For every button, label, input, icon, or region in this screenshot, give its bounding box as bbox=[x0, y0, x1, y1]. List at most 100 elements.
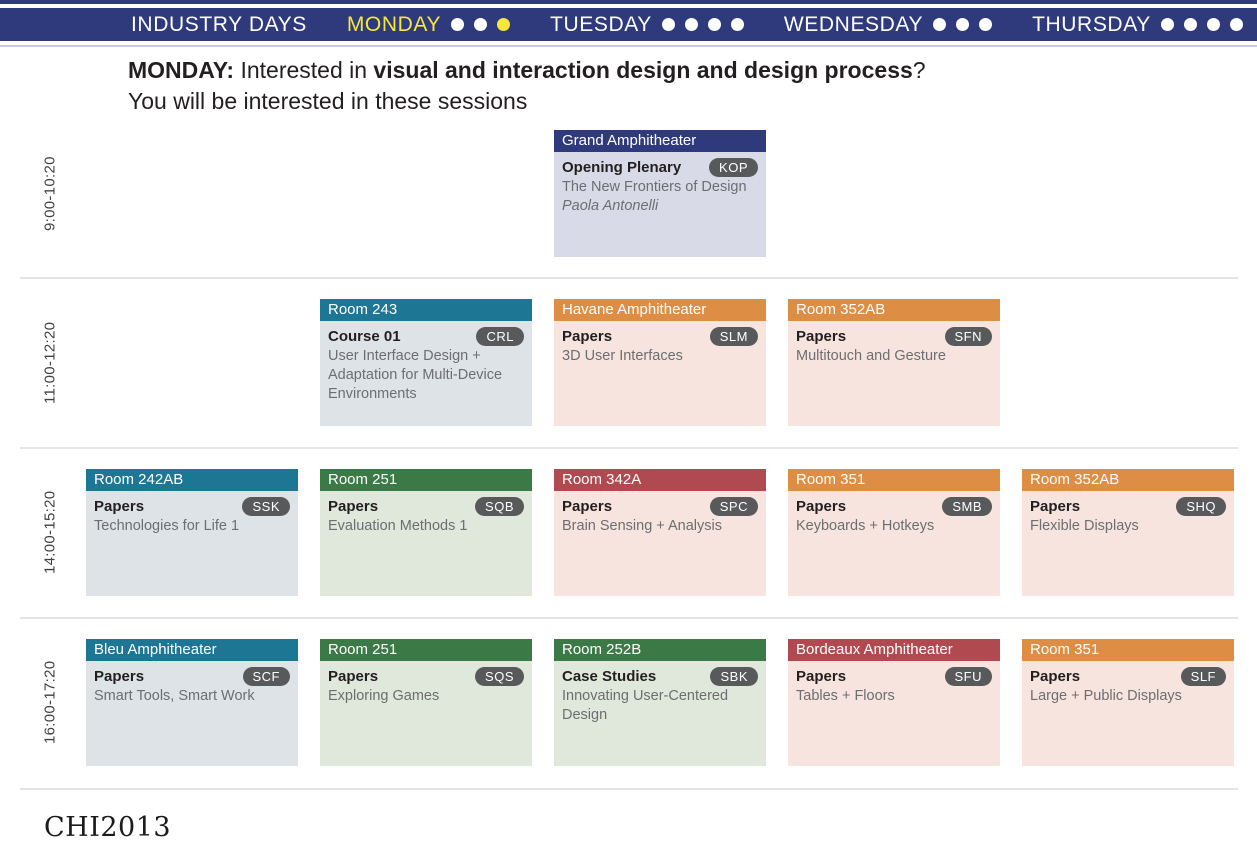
title-intro: Interested in bbox=[240, 57, 374, 83]
session-card-body: Papers SHQ Flexible Displays bbox=[1022, 491, 1234, 596]
title-day: MONDAY: bbox=[128, 57, 241, 83]
day-progress-dot bbox=[933, 18, 947, 31]
session-card-body: Papers SMB Keyboards + Hotkeys bbox=[788, 491, 1000, 596]
nav-item-label: THURSDAY bbox=[1032, 12, 1151, 36]
session-code-badge: SQB bbox=[475, 497, 524, 516]
session-title: Multitouch and Gesture bbox=[796, 348, 946, 364]
day-progress-dot bbox=[1160, 18, 1174, 31]
session-room: Grand Amphitheater bbox=[554, 130, 766, 152]
session-card-body: Opening Plenary KOP The New Frontiers of D… bbox=[554, 152, 766, 257]
session-card[interactable]: Room 251 Papers SQS Exploring Games bbox=[320, 639, 532, 766]
row-divider bbox=[20, 447, 1238, 449]
session-card[interactable]: Room 351 Papers SMB Keyboards + Hotkeys bbox=[788, 469, 1000, 596]
session-room: Room 351 bbox=[788, 469, 1000, 491]
session-card[interactable]: Havane Amphitheater Papers SLM 3D User Inte… bbox=[554, 299, 766, 426]
session-card[interactable]: Room 251 Papers SQB Evaluation Methods 1 bbox=[320, 469, 532, 596]
session-title: Evaluation Methods 1 bbox=[328, 518, 468, 534]
session-card[interactable]: Room 352AB Papers SFN Multitouch and Gestur… bbox=[788, 299, 1000, 426]
session-type: Papers bbox=[796, 668, 847, 685]
session-card-body: Papers SQB Evaluation Methods 1 bbox=[320, 491, 532, 596]
session-title: Technologies for Life 1 bbox=[94, 518, 240, 534]
session-type: Papers bbox=[562, 498, 613, 515]
session-card-body: Papers SFU Tables + Floors bbox=[788, 661, 1000, 766]
session-card-body: Case Studies SBK Innovating User-Centered … bbox=[554, 661, 766, 766]
row-divider bbox=[20, 617, 1238, 619]
session-title: Innovating User-Centered Design bbox=[562, 688, 729, 723]
nav-item-industry-days[interactable]: INDUSTRY DAYS bbox=[131, 8, 307, 41]
session-code-badge: CRL bbox=[476, 327, 524, 346]
day-progress-dot bbox=[956, 18, 970, 31]
session-card-body: Papers SPC Brain Sensing + Analysis bbox=[554, 491, 766, 596]
nav-item-label: MONDAY bbox=[346, 12, 442, 36]
session-type: Case Studies bbox=[562, 668, 657, 685]
day-progress-dot bbox=[1183, 18, 1197, 31]
day-progress-dot bbox=[1229, 18, 1243, 31]
session-code-badge: SFU bbox=[944, 667, 992, 686]
session-card-body: Papers SQS Exploring Games bbox=[320, 661, 532, 766]
session-card-body: Papers SLF Large + Public Displays bbox=[1022, 661, 1234, 766]
session-code-badge: SSK bbox=[242, 497, 290, 516]
day-progress-dot bbox=[497, 18, 511, 31]
time-slot-label: 14:00-15:20 bbox=[41, 490, 59, 575]
session-title: Large + Public Displays bbox=[1030, 688, 1182, 704]
session-title: The New Frontiers of Design bbox=[562, 179, 747, 195]
page-title-line1: MONDAY: Interested in visual and interac… bbox=[128, 55, 926, 86]
title-topic: visual and interaction design and design… bbox=[373, 57, 913, 83]
session-code-badge: SQS bbox=[475, 667, 524, 686]
session-type: Papers bbox=[328, 668, 379, 685]
session-code-badge: KOP bbox=[709, 158, 758, 177]
session-type: Papers bbox=[328, 498, 379, 515]
session-card-body: Papers SSK Technologies for Life 1 bbox=[86, 491, 298, 596]
session-card[interactable]: Room 352AB Papers SHQ Flexible Displays bbox=[1022, 469, 1234, 596]
session-room: Bleu Amphitheater bbox=[86, 639, 298, 661]
time-slot-label: 9:00-10:20 bbox=[41, 156, 59, 231]
nav-item-thursday[interactable]: THURSDAY bbox=[1032, 8, 1243, 41]
session-code-badge: SPC bbox=[709, 497, 758, 516]
day-progress-dot bbox=[661, 18, 675, 31]
row-divider bbox=[20, 277, 1238, 279]
session-card[interactable]: Room 242AB Papers SSK Technologies for Life… bbox=[86, 469, 298, 596]
session-room: Room 243 bbox=[320, 299, 532, 321]
nav-item-wednesday[interactable]: WEDNESDAY bbox=[783, 8, 993, 41]
day-progress-dot bbox=[474, 18, 488, 31]
day-progress-dot bbox=[730, 18, 744, 31]
session-card[interactable]: Room 252B Case Studies SBK Innovating User-… bbox=[554, 639, 766, 766]
session-card[interactable]: Grand Amphitheater Opening Plenary KOP The … bbox=[554, 130, 766, 257]
session-title: 3D User Interfaces bbox=[562, 348, 683, 364]
session-title: Keyboards + Hotkeys bbox=[796, 518, 935, 534]
nav-item-label: WEDNESDAY bbox=[783, 12, 924, 36]
session-room: Bordeaux Amphitheater bbox=[788, 639, 1000, 661]
title-question-mark: ? bbox=[912, 57, 926, 83]
session-type: Papers bbox=[1030, 668, 1081, 685]
nav-item-tuesday[interactable]: TUESDAY bbox=[550, 8, 744, 41]
nav-underline bbox=[0, 45, 1257, 47]
nav-item-monday[interactable]: MONDAY bbox=[346, 8, 511, 41]
page-title: MONDAY: Interested in visual and interac… bbox=[128, 55, 926, 117]
day-progress-dot bbox=[979, 18, 993, 31]
session-code-badge: SBK bbox=[710, 667, 758, 686]
session-title: Tables + Floors bbox=[796, 688, 895, 704]
session-type: Papers bbox=[796, 498, 847, 515]
session-type: Papers bbox=[94, 498, 145, 515]
day-progress-dot bbox=[451, 18, 465, 31]
session-card-body: Papers SFN Multitouch and Gesture bbox=[788, 321, 1000, 426]
session-room: Havane Amphitheater bbox=[554, 299, 766, 321]
session-card-body: Papers SLM 3D User Interfaces bbox=[554, 321, 766, 426]
nav-item-label: INDUSTRY DAYS bbox=[131, 12, 307, 36]
session-type: Papers bbox=[796, 328, 847, 345]
session-card[interactable]: Bleu Amphitheater Papers SCF Smart Tools, S… bbox=[86, 639, 298, 766]
session-room: Room 252B bbox=[554, 639, 766, 661]
session-room: Room 242AB bbox=[86, 469, 298, 491]
session-card[interactable]: Room 351 Papers SLF Large + Public Displays bbox=[1022, 639, 1234, 766]
session-room: Room 351 bbox=[1022, 639, 1234, 661]
session-room: Room 251 bbox=[320, 469, 532, 491]
session-card[interactable]: Room 342A Papers SPC Brain Sensing + Analys… bbox=[554, 469, 766, 596]
session-code-badge: SCF bbox=[242, 667, 290, 686]
session-card[interactable]: Bordeaux Amphitheater Papers SFU Tables + F… bbox=[788, 639, 1000, 766]
session-card[interactable]: Room 243 Course 01 CRL User Interface Desig… bbox=[320, 299, 532, 426]
day-nav-bar: INDUSTRY DAYS MONDAY TUESDAY WEDNESDAY THURS… bbox=[0, 8, 1257, 41]
session-title: User Interface Design + Adaptation for M… bbox=[328, 348, 503, 402]
session-code-badge: SMB bbox=[942, 497, 992, 516]
session-title: Brain Sensing + Analysis bbox=[562, 518, 722, 534]
